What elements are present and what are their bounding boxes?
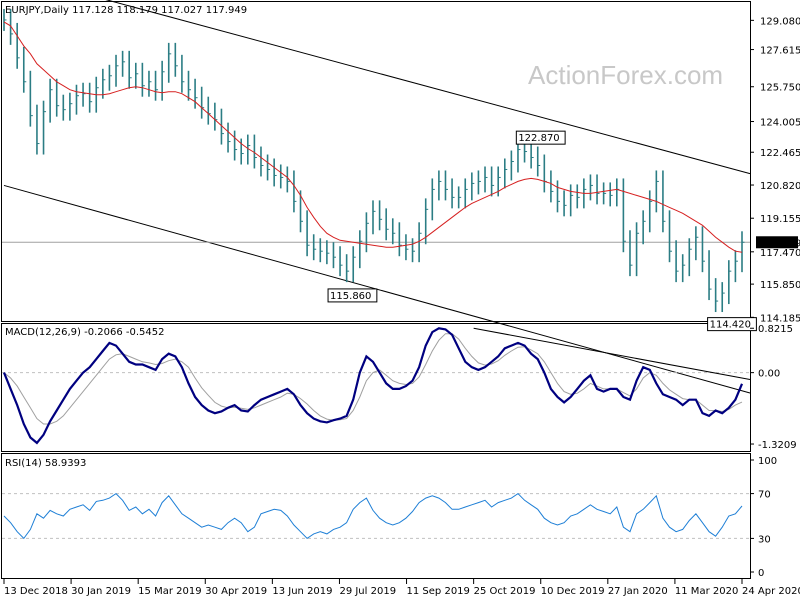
- x-tick-label: 24 Apr 2020: [742, 586, 800, 597]
- x-tick-label: 11 Mar 2020: [675, 586, 738, 597]
- macd-y-tick-label: 0.00: [758, 369, 780, 380]
- macd-y-tick-label: 0.8215: [758, 324, 793, 335]
- rsi-title: RSI(14) 58.9393: [5, 458, 86, 469]
- rsi-y-tick-label: 70: [758, 490, 771, 501]
- macd-y-tick-label: -1.3209: [758, 440, 797, 451]
- x-tick-label: 30 Apr 2019: [205, 586, 267, 597]
- x-tick-label: 13 Jun 2019: [272, 586, 332, 597]
- watermark: ActionForex.com: [528, 60, 723, 90]
- moving-average-line: [3, 21, 743, 253]
- x-tick-label: 27 Jan 2020: [608, 586, 668, 597]
- macd-layer: [2, 327, 751, 445]
- macd-trendline: [473, 327, 751, 381]
- macd-line: [2, 327, 744, 445]
- price-y-tick-label: 119.155: [760, 214, 800, 225]
- price-y-tick-label: 117.470: [760, 248, 800, 259]
- macd-panel: [1, 323, 751, 452]
- rsi-line: [3, 492, 743, 540]
- price-title: EURJPY,Daily 117.128 118.179 117.027 117…: [5, 5, 247, 16]
- x-tick-label: 15 Mar 2019: [138, 586, 201, 597]
- x-tick-label: 10 Dec 2019: [541, 586, 605, 597]
- annotation-low-apr-box: [707, 317, 757, 332]
- price-y-tick-label: 114.185: [760, 313, 800, 324]
- x-tick-label: 29 Jul 2019: [339, 586, 396, 597]
- x-tick-label: 30 Jan 2019: [71, 586, 131, 597]
- rsi-y-tick-label: 0: [758, 568, 764, 579]
- price-y-tick-label: 122.465: [760, 148, 800, 159]
- annotation-low-jul-box: [327, 288, 378, 303]
- annotation-low-jul: 115.860: [330, 291, 371, 302]
- rsi-y-tick-label: 30: [758, 534, 771, 545]
- x-tick-label: 13 Dec 2018: [4, 586, 68, 597]
- price-y-tick-label: 124.005: [760, 118, 800, 129]
- price-y-tick-label: 127.615: [760, 46, 800, 57]
- channel-upper-line: [105, 0, 751, 175]
- annotation-high-box: [515, 130, 566, 145]
- price-y-tick-label: 120.820: [760, 181, 800, 192]
- rsi-panel: [1, 453, 751, 579]
- annotation-low-apr: 114.420: [710, 320, 751, 331]
- rsi-y-tick-label: 100: [758, 456, 777, 467]
- price-panel: [1, 1, 751, 322]
- price-y-tick-label: 125.750: [760, 83, 800, 94]
- macd-title: MACD(12,26,9) -0.2066 -0.5452: [5, 327, 165, 338]
- price-y-tick-label: 115.850: [760, 280, 800, 291]
- current-price-label: 117.949: [760, 238, 800, 249]
- annotation-high: 122.870: [518, 133, 559, 144]
- price-layer: 122.870 115.860 114.420: [2, 0, 757, 394]
- price-y-tick-label: 129.080: [760, 16, 800, 27]
- rsi-layer: [2, 492, 750, 540]
- current-price-box: [756, 236, 798, 249]
- x-tick-label: 25 Oct 2019: [474, 586, 536, 597]
- axis-layer: 129.080 127.615 125.750 124.005 122.465 120.8…: [3, 16, 800, 597]
- x-tick-label: 11 Sep 2019: [407, 586, 470, 597]
